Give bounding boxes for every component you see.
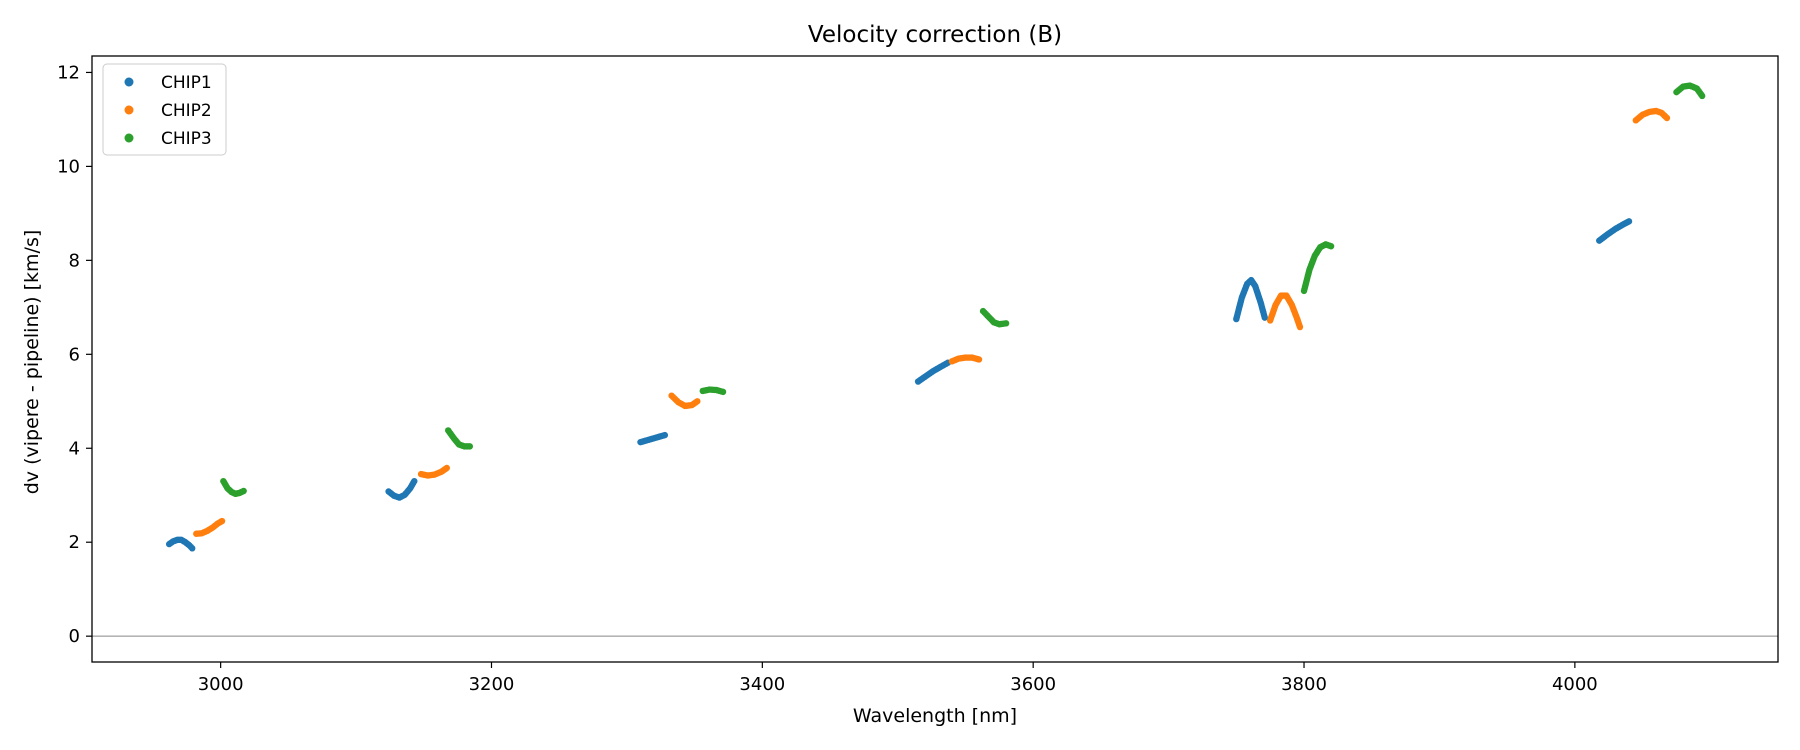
chip2-point	[694, 398, 701, 405]
legend-marker-chip3	[124, 133, 134, 143]
chip1-point	[411, 477, 418, 485]
y-tick-label: 10	[57, 156, 80, 177]
chip2-point	[218, 517, 226, 525]
x-tick-label: 3800	[1281, 674, 1327, 695]
y-tick-label: 4	[69, 438, 80, 459]
chip3-point	[240, 487, 247, 495]
y-tick-label: 12	[57, 62, 80, 83]
y-tick-label: 8	[69, 250, 80, 271]
legend-marker-chip1	[124, 77, 134, 87]
legend-label-chip2: CHIP2	[161, 101, 212, 121]
legend-box	[102, 63, 227, 156]
chip2-point	[443, 464, 450, 472]
x-tick-label: 3600	[1010, 674, 1056, 695]
chip1-point	[1261, 314, 1268, 321]
y-tick-label: 2	[69, 532, 80, 553]
chip3-point	[466, 443, 474, 450]
legend-label-chip3: CHIP3	[161, 129, 212, 149]
plot-frame	[91, 55, 1779, 663]
legend-marker-chip2	[124, 105, 134, 115]
chip2-point	[1296, 323, 1304, 331]
chip1-point	[1625, 218, 1633, 225]
x-tick-label: 3000	[198, 674, 244, 695]
legend-label-chip1: CHIP1	[161, 73, 212, 93]
chart-title: Velocity correction (B)	[808, 22, 1062, 48]
y-tick-label: 6	[69, 344, 80, 365]
y-tick-label: 0	[69, 626, 80, 647]
x-tick-label: 3200	[469, 674, 515, 695]
x-tick-label: 3400	[739, 674, 785, 695]
chip3-point	[719, 388, 727, 396]
x-tick-label: 4000	[1552, 674, 1598, 695]
x-axis-title: Wavelength [nm]	[853, 705, 1017, 727]
chip3-point	[1698, 92, 1706, 100]
chip1-point	[189, 545, 196, 552]
chip2-point	[1663, 114, 1671, 122]
chip1-point	[661, 431, 669, 439]
chip3-point	[1002, 320, 1010, 327]
plot-area: 3000 3200 3400 3600 3800 4000 0 2 4 6 8 10 12 CHIP1 CH…	[57, 55, 1779, 695]
chip2-point	[975, 356, 983, 363]
chip3-point	[1327, 243, 1335, 250]
y-axis-title: dv (vipere - pipeline) [km/s]	[21, 230, 43, 495]
